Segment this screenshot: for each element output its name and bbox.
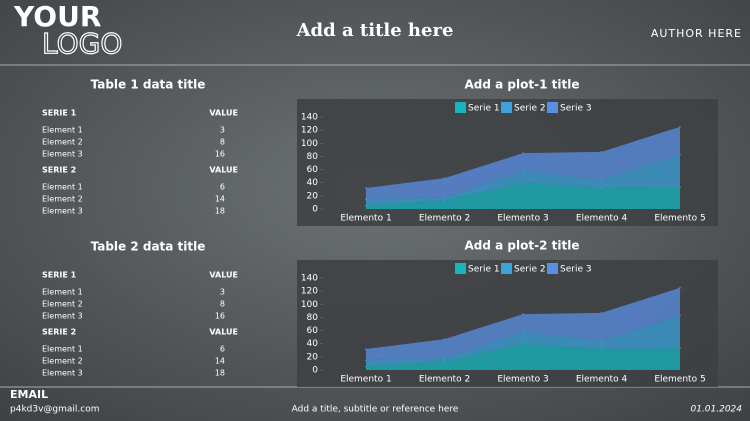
legend-swatch [455,263,466,274]
x-tick-label: Elemento 4 [576,375,628,385]
table-header: VALUE [209,328,238,337]
x-tick-label: Elemento 5 [654,214,705,224]
legend-label: Serie 2 [514,265,546,275]
table-cell: Element 3 [42,312,83,321]
area [366,343,680,370]
x-tick-label: Elemento 3 [497,214,548,224]
x-tick-label: Elemento 2 [419,214,470,224]
area-vertex [365,187,367,189]
y-tick-label: 40 [307,339,319,349]
table-cell: Element 3 [42,369,83,378]
logo: YOUR [13,0,101,33]
email-label: EMAIL [10,388,48,401]
area [366,182,680,209]
table-cell: 6 [220,345,225,354]
legend-swatch [501,102,512,113]
author: AUTHOR HERE [651,27,742,40]
table-cell: Element 1 [42,288,83,297]
date: 01.01.2024 [690,405,742,415]
table-cell: 3 [220,288,225,297]
legend-swatch [501,263,512,274]
y-tick-label: 60 [307,165,319,175]
y-tick-label: 0 [312,205,318,215]
y-tick-label: 20 [307,191,319,201]
table-cell: Element 1 [42,345,83,354]
table-header: SERIE 2 [42,166,76,175]
table-cell: Element 3 [42,207,83,216]
table-cell: Element 1 [42,183,83,192]
table-cell: 16 [215,312,225,321]
table-title: Table 2 data title [91,240,206,254]
x-tick-label: Elemento 3 [497,375,548,385]
area [366,287,680,361]
y-tick-label: 140 [301,274,318,284]
chart-title: Add a plot-2 title [465,239,580,253]
x-tick-label: Elemento 5 [654,375,705,385]
reference: Add a title, subtitle or reference here [292,405,459,415]
y-tick-label: 80 [307,313,319,323]
logo: LOGO [42,27,122,60]
table-header: VALUE [209,166,238,175]
y-tick-label: 140 [301,113,318,123]
table-cell: Element 1 [42,126,83,135]
table-cell: 16 [215,150,225,159]
table-cell: Element 2 [42,195,83,204]
area-vertex [522,313,524,315]
chart-title: Add a plot-1 title [465,78,580,92]
area-vertex [600,312,603,314]
area [366,126,680,200]
table-cell: 18 [215,369,225,378]
legend-label: Serie 2 [514,104,546,114]
x-tick-label: Elemento 1 [340,375,391,385]
area-vertex [600,151,603,153]
table-cell: 8 [220,138,225,147]
table-cell: Element 2 [42,300,83,309]
area-vertex [443,177,446,179]
area [366,315,680,367]
y-tick-label: 60 [307,326,319,336]
y-tick-label: 120 [301,126,318,136]
table-cell: 14 [215,357,225,366]
table-header: VALUE [209,271,238,280]
legend-swatch [547,102,558,113]
legend-swatch [547,263,558,274]
table-cell: Element 2 [42,357,83,366]
x-tick-label: Elemento 2 [419,375,470,385]
table-cell: 6 [220,183,225,192]
y-tick-label: 100 [301,300,318,310]
y-tick-label: 0 [312,366,318,376]
table-cell: 3 [220,126,225,135]
table-cell: 18 [215,207,225,216]
table-header: SERIE 2 [42,328,76,337]
legend-label: Serie 1 [468,265,500,275]
table-cell: 8 [220,300,225,309]
table-title: Table 1 data title [91,78,206,92]
legend-label: Serie 3 [560,265,592,275]
table-cell: Element 2 [42,138,83,147]
area-vertex [679,287,681,289]
y-tick-label: 80 [307,152,319,162]
table-header: SERIE 1 [42,271,77,280]
y-tick-label: 120 [301,287,318,297]
legend-label: Serie 3 [560,104,592,114]
area [366,154,680,206]
table-cell: 14 [215,195,225,204]
y-tick-label: 100 [301,139,318,149]
title: Add a title here [296,20,454,41]
table-cell: Element 3 [42,150,83,159]
area-vertex [365,348,367,350]
email: p4kd3v@gmail.com [10,405,100,415]
area-vertex [679,126,681,128]
area-vertex [522,152,524,154]
x-tick-label: Elemento 4 [576,214,628,224]
legend-swatch [455,102,466,113]
table-header: VALUE [209,109,238,118]
table-header: SERIE 1 [42,109,77,118]
area-vertex [443,338,446,340]
y-tick-label: 20 [307,352,319,362]
y-tick-label: 40 [307,178,319,188]
legend-label: Serie 1 [468,104,500,114]
x-tick-label: Elemento 1 [340,214,391,224]
